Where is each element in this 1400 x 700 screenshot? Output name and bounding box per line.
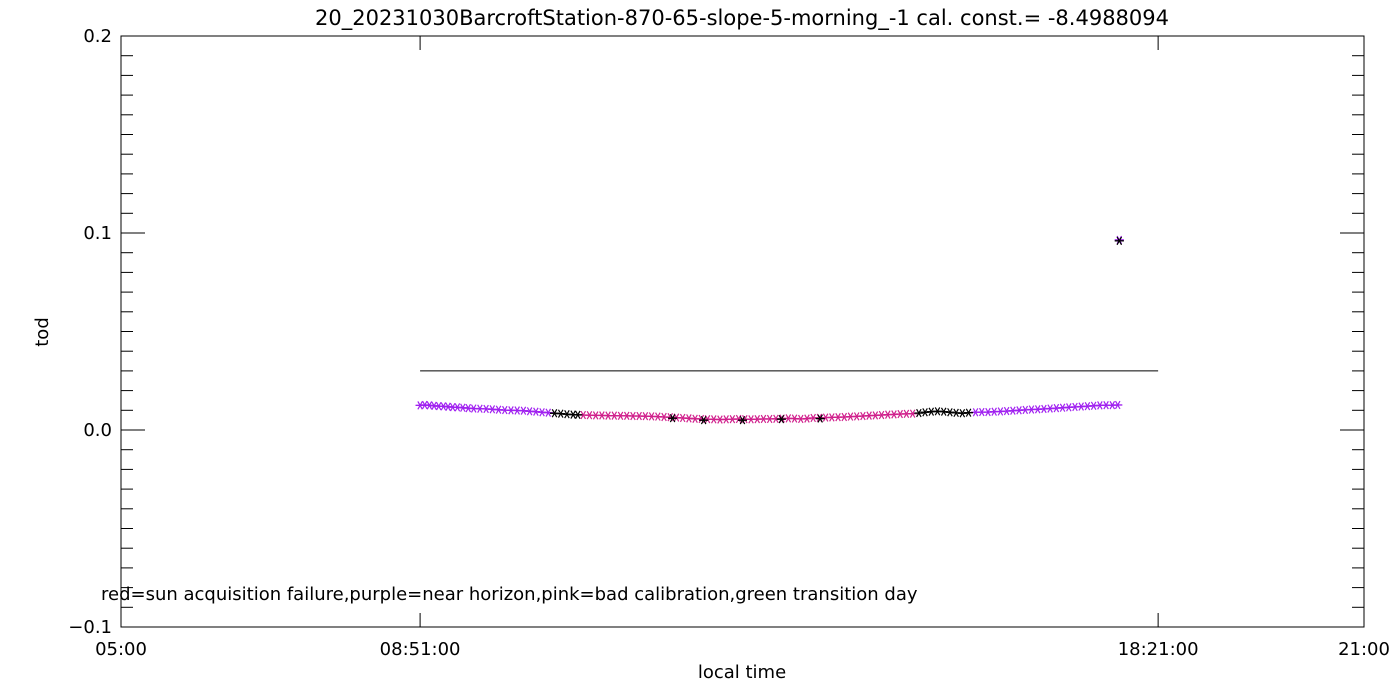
data-point [525,407,535,416]
data-point [815,414,825,423]
data-point [573,410,583,420]
legend-annotation: red=sun acquisition failure,purple=near … [101,584,918,605]
data-point [699,415,709,425]
data-point [776,414,786,424]
x-tick-label: 08:51:00 [380,639,461,660]
x-tick-label: 18:21:00 [1118,639,1199,660]
data-point [1114,236,1124,246]
x-tick-label: 05:00 [95,639,147,660]
data-point [1113,400,1123,410]
y-tick-label: −0.1 [68,617,112,638]
x-tick-labels: 05:00 08:51:00 18:21:00 21:00 [95,639,1390,660]
data-point [1070,402,1080,412]
data-point [738,415,747,425]
data-point [977,407,987,417]
y-tick-label: 0.0 [83,420,112,441]
data-point [932,407,942,416]
y-tick-label: 0.1 [83,223,112,244]
data-point [506,406,516,415]
data-points [415,235,1124,425]
data-point [964,408,974,417]
plot-frame [120,35,1365,628]
y-minor-ticks [121,35,1364,628]
x-axis-label: local time [698,662,786,683]
chart-title: 20_20231030BarcroftStation-870-65-slope-… [315,6,1169,31]
y-tick-labels: −0.1 0.0 0.1 0.2 [68,26,112,638]
x-tick-label: 21:00 [1338,639,1390,660]
data-point [914,408,924,418]
data-point [668,413,678,423]
y-tick-label: 0.2 [83,26,112,47]
data-point [833,412,843,422]
y-axis-label: tod [32,317,53,347]
axis-ticks [120,36,1365,627]
